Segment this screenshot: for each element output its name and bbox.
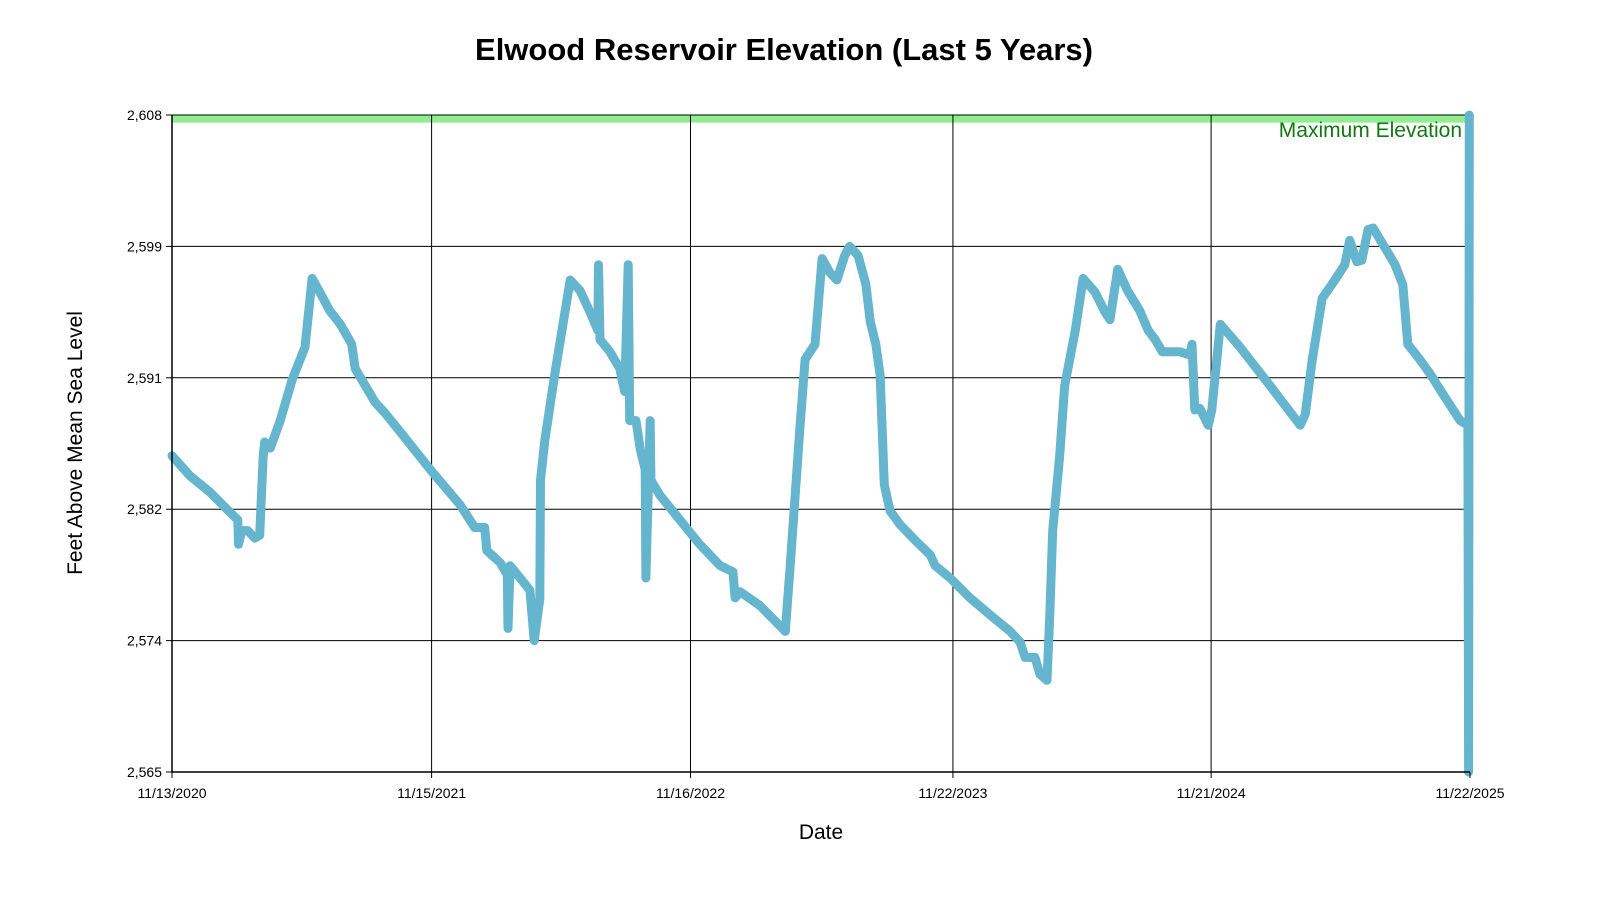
elevation-series-line: [167, 110, 1474, 777]
x-tick-label: 11/22/2025: [1435, 785, 1504, 801]
y-tick-label: 2,565: [127, 764, 162, 780]
x-tick-label: 11/16/2022: [656, 785, 725, 801]
max-elevation-label: Maximum Elevation: [1279, 119, 1462, 142]
y-tick-label: 2,591: [127, 370, 162, 386]
y-tick-label: 2,574: [127, 633, 162, 649]
y-tick-label: 2,608: [127, 107, 162, 123]
x-tick-label: 11/13/2020: [137, 785, 206, 801]
x-axis-label: Date: [799, 821, 843, 844]
x-tick-label: 11/22/2023: [918, 785, 987, 801]
max-elevation-band: [172, 115, 1470, 123]
y-tick-label: 2,582: [127, 501, 162, 517]
chart-title: Elwood Reservoir Elevation (Last 5 Years…: [475, 32, 1093, 67]
y-axis-label: Feet Above Mean Sea Level: [64, 311, 87, 575]
x-tick-label: 11/15/2021: [397, 785, 466, 801]
y-tick-label: 2,599: [127, 238, 162, 254]
x-tick-label: 11/21/2024: [1177, 785, 1246, 801]
